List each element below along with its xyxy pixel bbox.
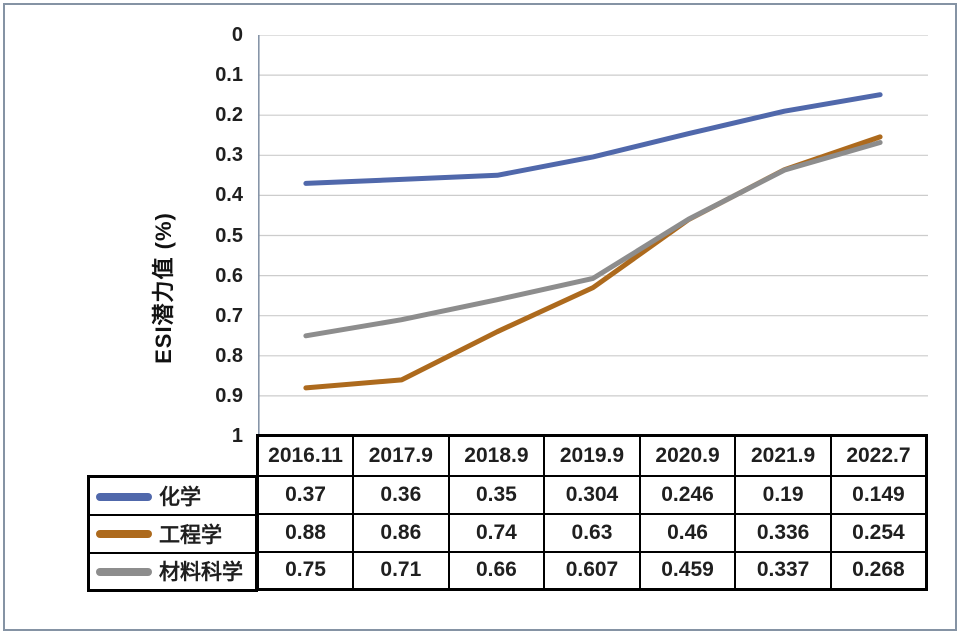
legend-row-chemistry: 化学 — [87, 475, 258, 516]
value-cell-engineering: 0.46 — [638, 512, 737, 553]
value-cell-chemistry: 0.19 — [734, 474, 832, 515]
table-row-chemistry: 0.37 0.36 0.35 0.304 0.246 0.19 0.149 — [256, 474, 928, 515]
year-header-cell: 2020.9 — [638, 434, 737, 477]
value-cell-engineering: 0.254 — [829, 512, 928, 553]
value-cell-chemistry: 0.304 — [543, 474, 641, 515]
year-header-cell: 2019.9 — [543, 434, 641, 477]
value-cell-materials-science: 0.607 — [543, 550, 641, 591]
year-header-cell: 2021.9 — [734, 434, 832, 477]
value-cell-engineering: 0.74 — [447, 512, 546, 553]
value-cell-chemistry: 0.35 — [447, 474, 546, 515]
table-header-row: 2016.11 2017.9 2018.9 2019.9 2020.9 2021.9 202… — [256, 434, 928, 477]
value-cell-materials-science: 0.71 — [352, 550, 450, 591]
legend-swatch-materials-science — [96, 568, 152, 577]
legend-cell-chemistry: 化学 — [87, 475, 258, 516]
y-tick-label: 0.2 — [215, 104, 243, 127]
y-tick-label: 0.5 — [215, 224, 243, 247]
series-line-chemistry — [303, 92, 883, 186]
value-cell-chemistry: 0.149 — [829, 474, 928, 515]
y-tick-label: 0.4 — [215, 184, 243, 207]
value-cell-materials-science: 0.66 — [447, 550, 546, 591]
year-header-cell: 2018.9 — [447, 434, 546, 477]
legend-label-chemistry: 化学 — [159, 485, 201, 509]
legend-key-table: 化学 工程学 材料科学 — [87, 475, 258, 592]
value-cell-engineering: 0.336 — [734, 512, 832, 553]
y-tick-label: 1 — [231, 425, 243, 447]
legend-swatch-chemistry — [96, 492, 152, 501]
y-tick-label: 0 — [231, 24, 243, 46]
series-line-materials-science — [303, 140, 883, 339]
value-cell-materials-science: 0.75 — [256, 550, 355, 591]
value-cell-materials-science: 0.268 — [829, 550, 928, 591]
legend-label-materials-science: 材料科学 — [159, 561, 243, 585]
data-table: 2016.11 2017.9 2018.9 2019.9 2020.9 2021.9 202… — [256, 434, 928, 591]
table-row-engineering: 0.88 0.86 0.74 0.63 0.46 0.336 0.254 — [256, 512, 928, 553]
value-cell-chemistry: 0.37 — [256, 474, 355, 515]
value-cell-engineering: 0.88 — [256, 512, 355, 553]
value-cell-engineering: 0.86 — [352, 512, 450, 553]
table-row-materials-science: 0.75 0.71 0.66 0.607 0.459 0.337 0.268 — [256, 550, 928, 591]
y-tick-label: 0.7 — [215, 304, 243, 327]
legend-row-materials-science: 材料科学 — [87, 551, 258, 592]
series-line-engineering — [303, 134, 883, 391]
year-header-cell: 2017.9 — [352, 434, 450, 477]
legend-cell-engineering: 工程学 — [87, 513, 258, 554]
value-cell-chemistry: 0.246 — [638, 474, 737, 515]
line-chart-plot — [258, 35, 928, 436]
year-header-cell: 2016.11 — [256, 434, 355, 477]
y-tick-label: 0.9 — [215, 384, 243, 407]
y-tick-label: 0.1 — [215, 64, 243, 87]
value-cell-materials-science: 0.459 — [638, 550, 737, 591]
legend-cell-materials-science: 材料科学 — [87, 551, 258, 592]
value-cell-materials-science: 0.337 — [734, 550, 832, 591]
legend-row-engineering: 工程学 — [87, 513, 258, 554]
legend-label-engineering: 工程学 — [159, 523, 222, 547]
y-tick-label: 0.6 — [215, 264, 243, 287]
legend-swatch-engineering — [96, 530, 152, 539]
value-cell-chemistry: 0.36 — [352, 474, 450, 515]
year-header-cell: 2022.7 — [829, 434, 928, 477]
value-cell-engineering: 0.63 — [543, 512, 641, 553]
y-tick-label: 0.3 — [215, 144, 243, 167]
y-tick-label: 0.8 — [215, 344, 243, 367]
